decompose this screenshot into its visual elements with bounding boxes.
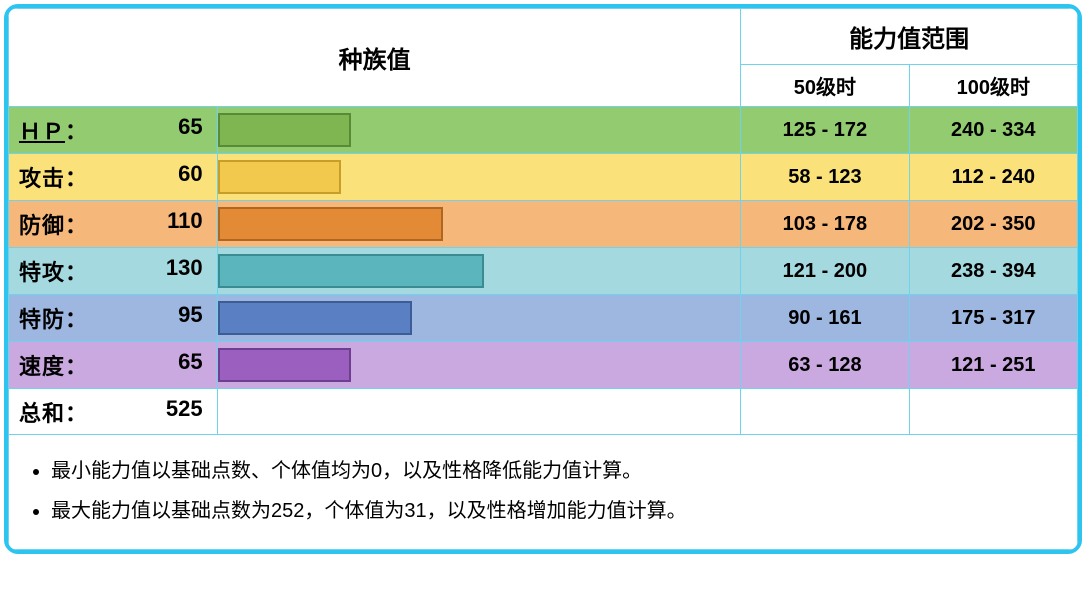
stat-bar-attack — [218, 160, 341, 194]
stat-value: 95 — [178, 302, 202, 328]
stat-name: ＨＰ — [19, 114, 65, 146]
stat-bar-cell-spdef — [217, 295, 741, 342]
stat-row-hp: ＨＰ： 65 125 - 172240 - 334 — [9, 107, 1078, 154]
footnote-list: 最小能力值以基础点数、个体值均为0，以及性格降低能力值计算。最大能力值以基础点数… — [21, 451, 1065, 531]
total-bar-cell — [217, 389, 741, 435]
stat-range50-hp: 125 - 172 — [741, 107, 909, 154]
total-name: 总和 — [19, 396, 65, 428]
stat-bar-cell-hp — [217, 107, 741, 154]
stat-bar-spatk — [218, 254, 484, 288]
stat-label-attack: 攻击： 60 — [9, 154, 218, 201]
stat-range50-defense: 103 - 178 — [741, 201, 909, 248]
stats-table: 种族值 能力值范围 50级时 100级时 ＨＰ：65125 - 172240 -… — [8, 8, 1078, 550]
stat-label-defense: 防御： 110 — [9, 201, 218, 248]
stat-range50-attack: 58 - 123 — [741, 154, 909, 201]
total-row: 总和： 525 — [9, 389, 1078, 435]
stat-label-spatk: 特攻： 130 — [9, 248, 218, 295]
stat-bar-defense — [218, 207, 443, 241]
colon: ： — [65, 307, 87, 332]
stat-range100-spdef: 175 - 317 — [909, 295, 1077, 342]
colon: ： — [65, 354, 87, 379]
header-lvl100: 100级时 — [909, 65, 1077, 107]
total-range50 — [741, 389, 909, 435]
stat-bar-cell-speed — [217, 342, 741, 389]
stat-range100-defense: 202 - 350 — [909, 201, 1077, 248]
stat-bar-cell-attack — [217, 154, 741, 201]
header-range-title: 能力值范围 — [741, 9, 1078, 65]
stat-name: 攻击 — [19, 161, 65, 193]
colon: ： — [65, 260, 87, 285]
stat-range50-spatk: 121 - 200 — [741, 248, 909, 295]
stat-label-hp: ＨＰ： 65 — [9, 107, 218, 154]
total-range100 — [909, 389, 1077, 435]
colon: ： — [65, 166, 87, 191]
stat-range100-spatk: 238 - 394 — [909, 248, 1077, 295]
colon: ： — [65, 213, 87, 238]
header-lvl50: 50级时 — [741, 65, 909, 107]
stat-name: 特防 — [19, 302, 65, 334]
stat-range50-spdef: 90 - 161 — [741, 295, 909, 342]
stat-bar-speed — [218, 348, 351, 382]
stat-bar-hp — [218, 113, 351, 147]
stats-frame: 种族值 能力值范围 50级时 100级时 ＨＰ：65125 - 172240 -… — [4, 4, 1082, 554]
stat-value: 65 — [178, 114, 202, 140]
stat-row-attack: 攻击： 60 58 - 123112 - 240 — [9, 154, 1078, 201]
colon: ： — [65, 119, 87, 144]
stat-value: 130 — [166, 255, 203, 281]
stat-value: 65 — [178, 349, 202, 375]
stat-row-defense: 防御： 110 103 - 178202 - 350 — [9, 201, 1078, 248]
stat-range100-hp: 240 - 334 — [909, 107, 1077, 154]
stat-range100-attack: 112 - 240 — [909, 154, 1077, 201]
colon: ： — [65, 401, 87, 426]
stat-row-spatk: 特攻： 130 121 - 200238 - 394 — [9, 248, 1078, 295]
stat-range100-speed: 121 - 251 — [909, 342, 1077, 389]
stat-name: 特攻 — [19, 255, 65, 287]
stat-row-speed: 速度： 65 63 - 128121 - 251 — [9, 342, 1078, 389]
stat-bar-cell-defense — [217, 201, 741, 248]
footer-row: 最小能力值以基础点数、个体值均为0，以及性格降低能力值计算。最大能力值以基础点数… — [9, 435, 1078, 550]
stat-row-spdef: 特防： 95 90 - 161175 - 317 — [9, 295, 1078, 342]
stat-name: 防御 — [19, 208, 65, 240]
stat-value: 60 — [178, 161, 202, 187]
stat-value: 110 — [167, 208, 203, 234]
total-label: 总和： 525 — [9, 389, 218, 435]
stat-label-spdef: 特防： 95 — [9, 295, 218, 342]
stat-name: 速度 — [19, 349, 65, 381]
footnote-item: 最小能力值以基础点数、个体值均为0，以及性格降低能力值计算。 — [51, 451, 1065, 491]
footer-cell: 最小能力值以基础点数、个体值均为0，以及性格降低能力值计算。最大能力值以基础点数… — [9, 435, 1078, 550]
stat-label-speed: 速度： 65 — [9, 342, 218, 389]
header-base-stats: 种族值 — [9, 9, 741, 107]
stat-bar-cell-spatk — [217, 248, 741, 295]
stat-range50-speed: 63 - 128 — [741, 342, 909, 389]
total-value: 525 — [166, 396, 203, 422]
stat-bar-spdef — [218, 301, 413, 335]
footnote-item: 最大能力值以基础点数为252，个体值为31，以及性格增加能力值计算。 — [51, 491, 1065, 531]
